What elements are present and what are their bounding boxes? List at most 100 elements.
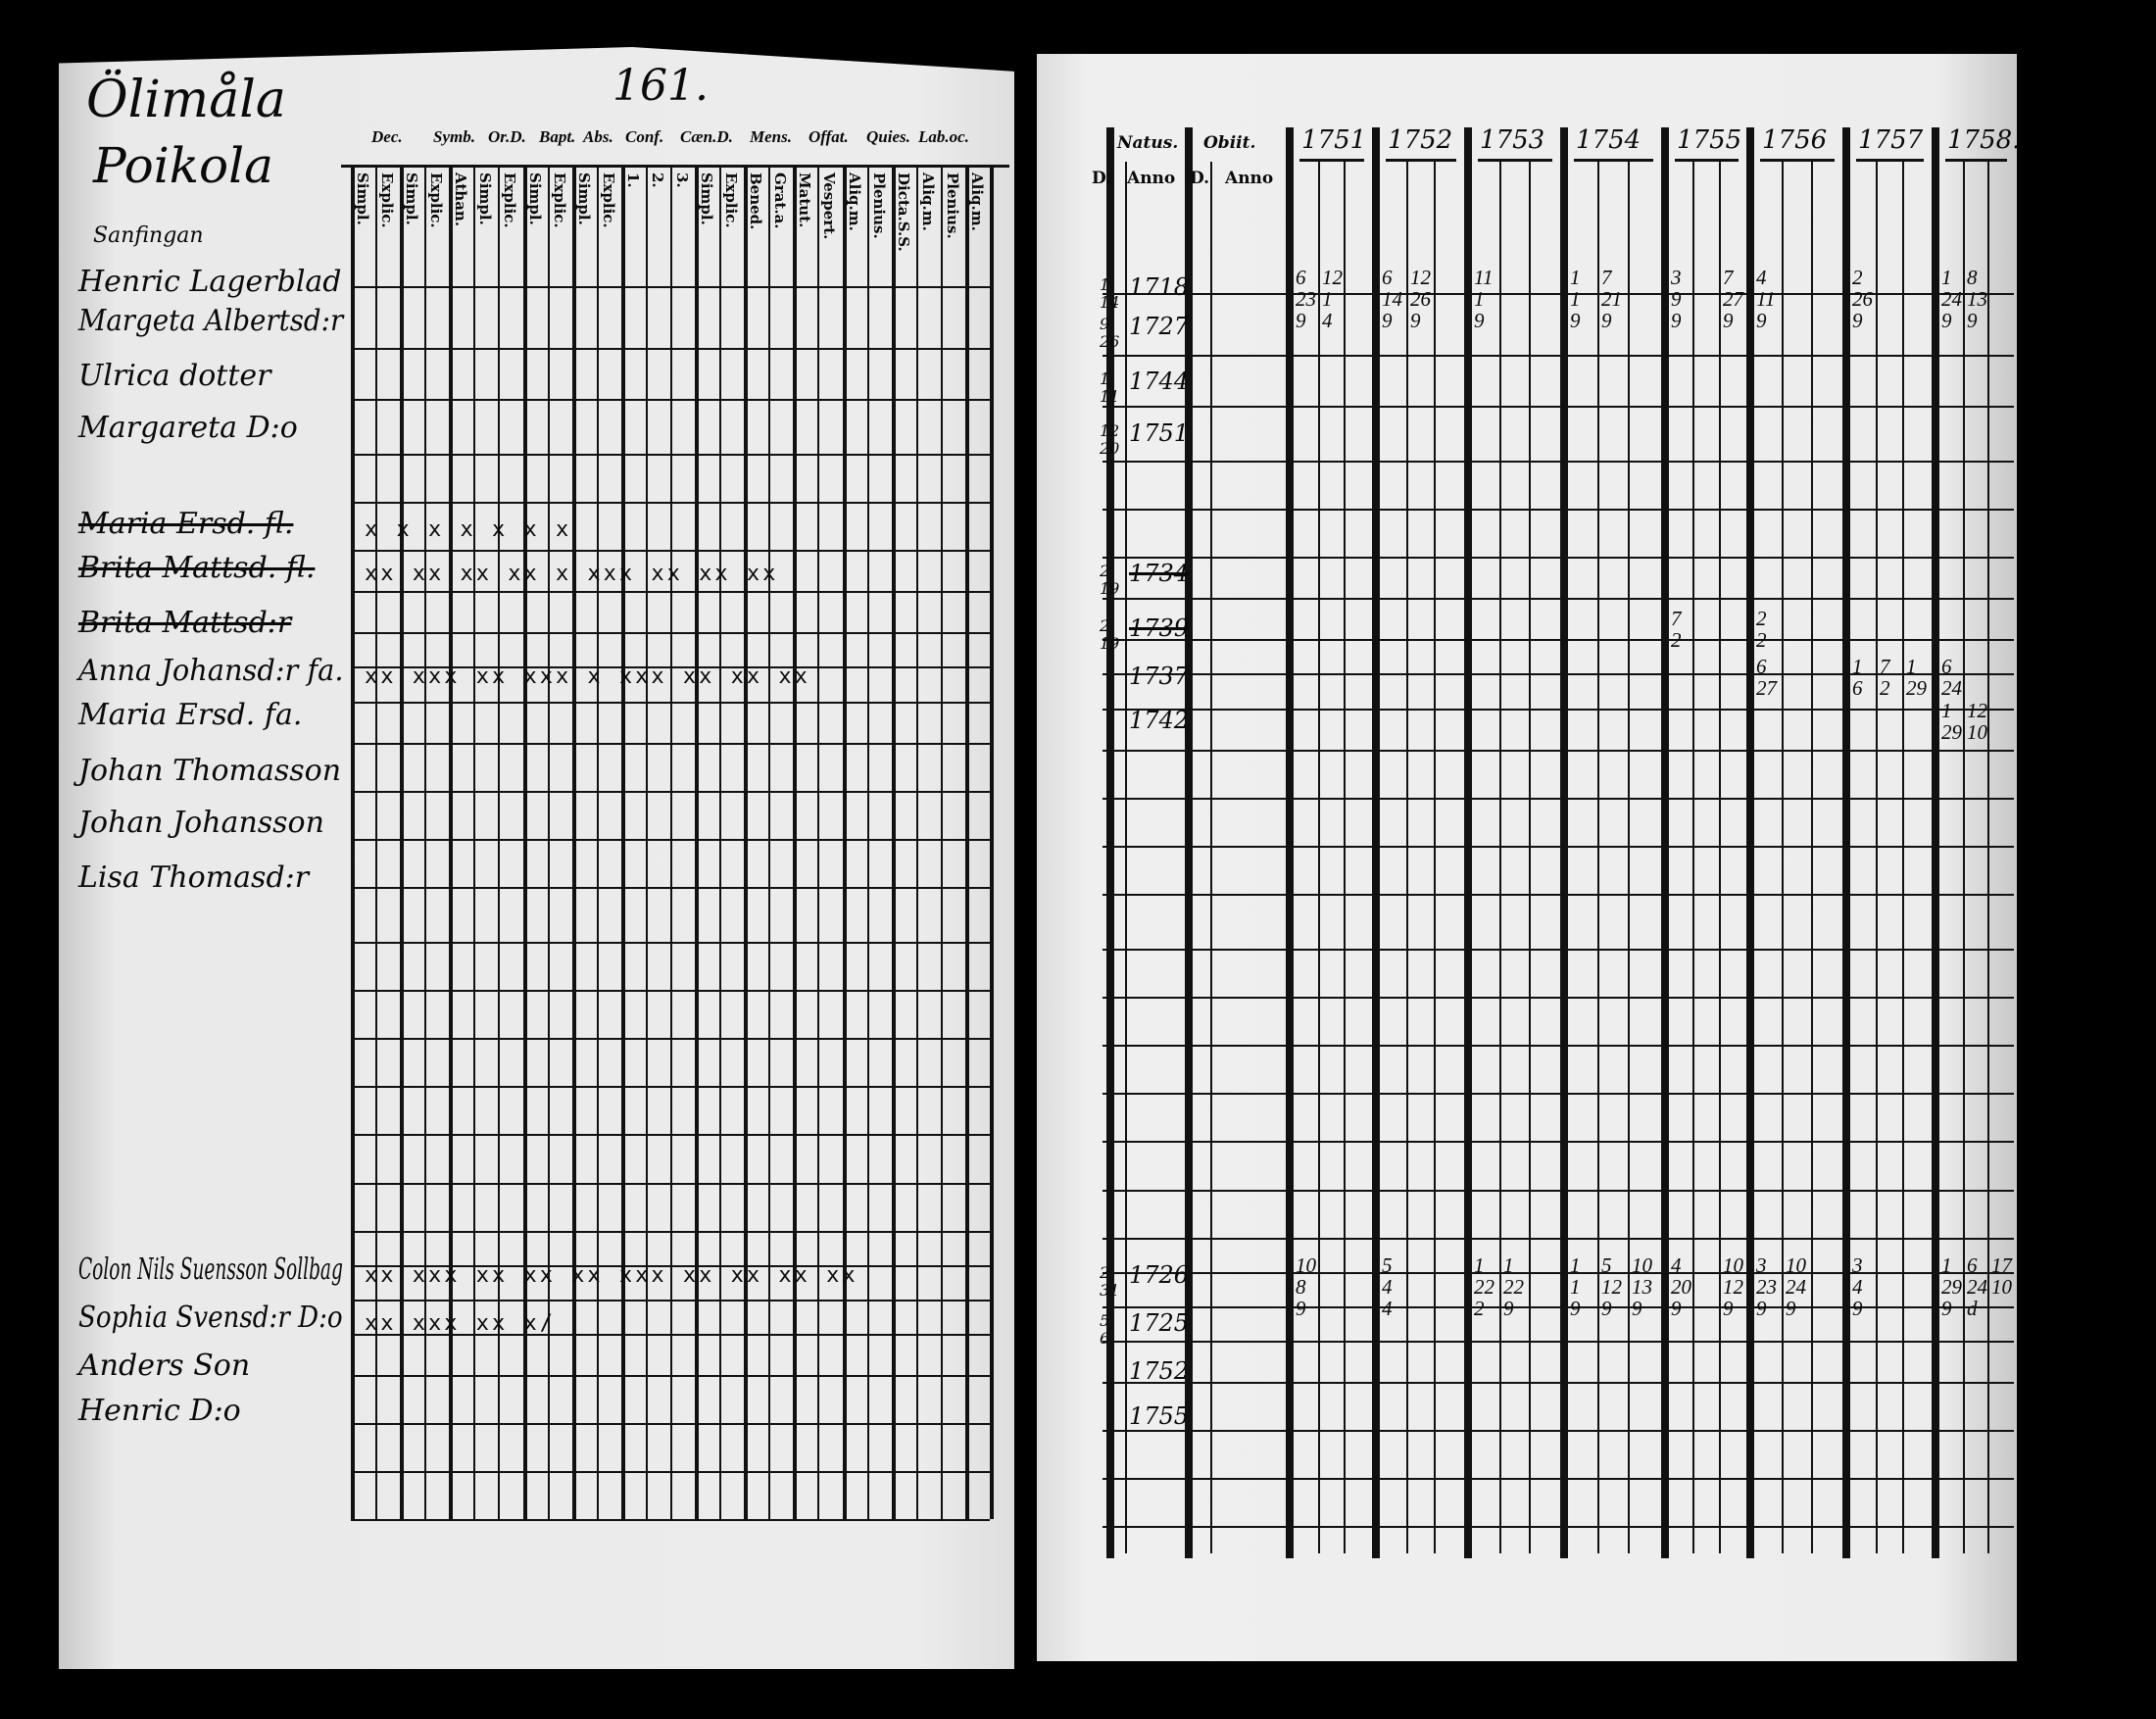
entry-name: Anna Johansd:r fa. [78,654,344,688]
year-mark: 9 [1601,309,1612,332]
year-header: 1757 [1858,125,1924,155]
grid-vline [965,165,969,1519]
year-mark: 9 [1296,1297,1306,1320]
year-mark: 27 [1723,287,1743,311]
year-mark: 6 [1296,266,1306,289]
natus-day: 12 [1100,421,1120,440]
left-header: Offat. [808,127,849,146]
grid-hline [1102,1190,2014,1192]
year-underline [1299,159,1364,162]
grid-vline [523,165,527,1519]
obiit-anno-header: Anno [1225,169,1274,188]
year-mark: 22 [1503,1275,1524,1299]
natus-day: 31 [1100,1281,1120,1300]
household-note: Sanfingan [93,223,204,248]
year-mark: 1 [1852,655,1863,678]
year-mark: 6 [1967,1253,1978,1277]
natus-day: 1 [1100,369,1110,388]
grid-vline [473,165,475,1519]
grid-vline [1628,162,1630,1553]
grid-hline [1102,355,2014,357]
sub-header: Aliq.m. [919,172,937,231]
sub-header: Simpl. [575,172,593,225]
grid-hline [351,591,990,593]
sub-header: 2. [649,172,666,188]
natus-year: 1752 [1129,1357,1190,1385]
grid-hline [1102,949,2014,951]
year-mark: 20 [1671,1275,1691,1299]
year-mark: 26 [1410,287,1431,311]
sub-header: Athan. [452,172,469,227]
year-mark: 9 [1756,309,1767,332]
grid-hline [351,702,990,704]
year-mark: 10 [1296,1253,1316,1277]
grid-hline [351,1300,990,1302]
year-mark: 12 [1410,266,1431,289]
grid-hline [351,454,990,456]
year-header: 1753 [1480,125,1545,155]
right-page [1037,54,2017,1661]
grid-vline [843,165,847,1519]
left-header: Cæn.D. [680,127,733,146]
year-underline [1856,159,1924,162]
year-mark: 2 [1852,266,1863,289]
grid-hline [351,1471,990,1473]
entry-name: Sophia Svensd:r D:o [78,1301,343,1335]
year-mark: 9 [1671,1297,1682,1320]
year-mark: 12 [1967,699,1987,722]
natus-day: 26 [1100,332,1120,351]
grid-thick-vline [1842,127,1850,1558]
year-mark: 1 [1570,266,1581,289]
grid-vline [892,165,896,1519]
grid-vline [916,165,918,1519]
sub-header: Explic. [722,172,740,228]
year-mark: 9 [1474,309,1485,332]
grid-vline [1499,162,1501,1553]
grid-hline [351,666,990,668]
grid-thick-vline [1185,127,1193,1558]
entry-name: Ulrica dotter [78,359,271,393]
year-mark: 1 [1474,1253,1485,1277]
grid-thick-vline [1746,127,1754,1558]
left-header: Symb. [433,127,475,146]
grid-vline [1344,162,1346,1553]
year-mark: 1 [1906,655,1917,678]
year-mark: 9 [1967,309,1978,332]
entry-name: Brita Mattsd. fl. [78,551,316,585]
grid-hline [1102,1526,2014,1528]
year-mark: 5 [1601,1253,1612,1277]
grid-vline [1125,162,1127,1553]
natus-day: 2 [1100,616,1110,635]
parish-title: Ölimåla [86,71,286,129]
left-header: Lab.oc. [918,127,969,146]
year-mark: 9 [1570,1297,1581,1320]
grid-hline [1102,894,2014,896]
natus-day: 5 [1100,1311,1110,1330]
year-mark: 3 [1852,1253,1863,1277]
grid-hline [351,502,990,504]
year-mark: 29 [1941,720,1962,744]
year-mark: 9 [1723,309,1734,332]
natus-d-header: D. [1092,169,1112,188]
year-mark: 23 [1756,1275,1777,1299]
year-mark: 4 [1382,1275,1393,1299]
year-mark: 27 [1756,676,1777,700]
grid-vline [1782,162,1784,1553]
year-mark: 7 [1601,266,1612,289]
entry-name: Brita Mattsd:r [78,606,292,640]
year-mark: 10 [1786,1253,1806,1277]
year-mark: 24 [1941,676,1962,700]
year-mark: 29 [1906,676,1927,700]
grid-hline [351,942,990,944]
year-mark: 1 [1570,1275,1581,1299]
grid-vline [646,165,648,1519]
year-mark: 5 [1382,1253,1393,1277]
grid-hline [351,1134,990,1136]
natus-year: 1737 [1129,663,1190,690]
natus-year: 1755 [1129,1402,1190,1430]
entry-name: Anders Son [78,1349,251,1383]
sub-header: Explic. [501,172,518,228]
sub-header: Plenius. [944,172,961,239]
sub-header: Dicta.S.S. [895,172,912,252]
natus-day: 19 [1100,579,1120,598]
